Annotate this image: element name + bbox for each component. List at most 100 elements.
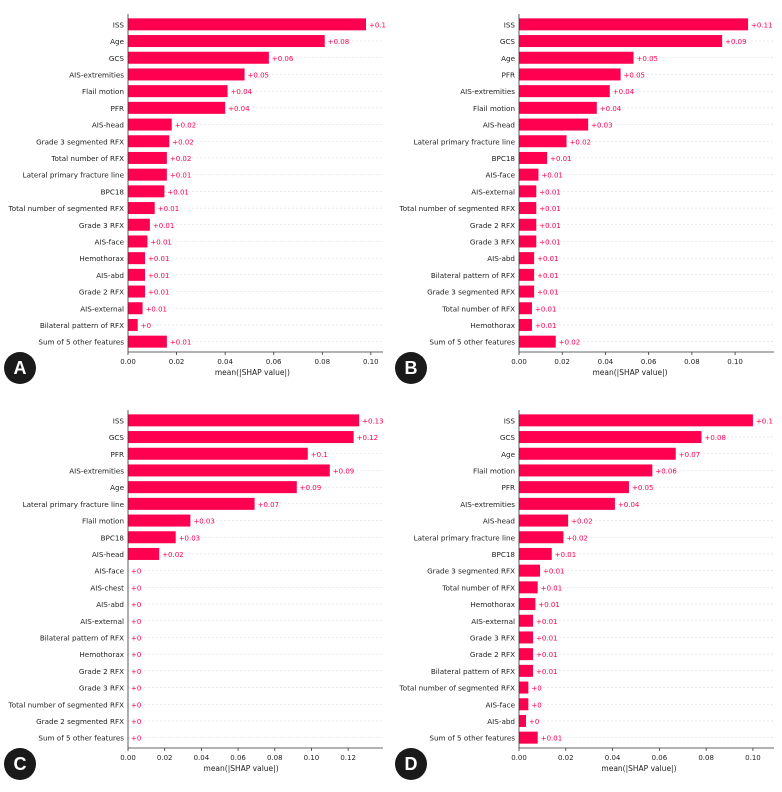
bar-d-5 xyxy=(519,497,615,510)
value-label-b-0: +0.11 xyxy=(751,21,772,29)
category-label-d-8: BPC18 xyxy=(492,550,516,559)
value-label-c-3: +0.09 xyxy=(333,467,354,475)
panel-d: ISS +0.1 GCS +0.08 Age +0.07 Flail motion +0.06… xyxy=(391,396,782,792)
bar-a-7 xyxy=(128,135,170,148)
category-label-c-11: AIS-abd xyxy=(96,600,124,609)
bar-b-18 xyxy=(519,318,532,331)
value-label-d-14: +0.01 xyxy=(536,651,557,659)
bar-b-8 xyxy=(519,151,548,164)
bar-a-16 xyxy=(128,285,145,298)
category-label-c-16: Grade 3 RFX xyxy=(79,684,124,693)
value-label-a-11: +0.01 xyxy=(158,205,179,213)
category-label-c-14: Hemothorax xyxy=(79,650,124,659)
category-label-a-7: Grade 3 segmented RFX xyxy=(36,137,124,146)
bar-b-14 xyxy=(519,252,535,265)
x-tick-label-b-1: 0.02 xyxy=(554,358,570,366)
value-label-b-2: +0.05 xyxy=(637,55,658,63)
value-label-d-5: +0.04 xyxy=(618,501,640,509)
x-tick-label-a-3: 0.06 xyxy=(266,358,282,366)
category-label-d-11: Hemothorax xyxy=(470,600,515,609)
value-label-c-15: +0 xyxy=(131,668,141,676)
bar-c-2 xyxy=(128,447,308,460)
value-label-a-10: +0.01 xyxy=(167,188,188,196)
bar-a-13 xyxy=(128,235,148,248)
category-label-a-1: Age xyxy=(110,37,124,46)
category-label-c-8: AIS-head xyxy=(92,550,124,559)
value-label-d-11: +0.01 xyxy=(538,601,559,609)
bar-a-2 xyxy=(128,51,269,64)
value-label-d-0: +0.1 xyxy=(756,417,773,425)
x-tick-label-d-2: 0.04 xyxy=(605,754,621,762)
value-label-c-14: +0 xyxy=(131,651,141,659)
category-label-c-6: Flail motion xyxy=(82,517,124,526)
bar-d-7 xyxy=(519,531,564,544)
bar-b-13 xyxy=(519,235,537,248)
category-label-b-10: AIS-external xyxy=(471,187,515,196)
category-label-c-9: AIS-face xyxy=(94,567,124,576)
category-label-c-13: Bilateral pattern of RFX xyxy=(40,633,124,642)
value-label-a-7: +0.02 xyxy=(172,138,193,146)
bar-a-0 xyxy=(128,18,366,31)
value-label-a-8: +0.02 xyxy=(170,155,191,163)
category-label-d-14: Grade 2 RFX xyxy=(470,650,515,659)
x-tick-label-c-0: 0.00 xyxy=(120,754,136,762)
bar-d-18 xyxy=(519,714,527,727)
bar-b-1 xyxy=(519,35,723,48)
value-label-a-2: +0.06 xyxy=(272,55,294,63)
value-label-d-19: +0.01 xyxy=(541,735,562,743)
category-label-b-8: BPC18 xyxy=(492,154,516,163)
category-label-a-17: AIS-external xyxy=(80,304,124,313)
value-label-b-19: +0.02 xyxy=(559,339,580,347)
value-label-b-14: +0.01 xyxy=(537,255,558,263)
category-label-d-0: ISS xyxy=(504,416,516,425)
chart-svg-d: ISS +0.1 GCS +0.08 Age +0.07 Flail motion +0.06… xyxy=(399,410,774,773)
bar-a-14 xyxy=(128,252,145,265)
bar-a-9 xyxy=(128,168,167,181)
bar-b-0 xyxy=(519,18,749,31)
bar-d-2 xyxy=(519,447,676,460)
value-label-a-12: +0.01 xyxy=(153,222,174,230)
value-label-c-11: +0 xyxy=(131,601,141,609)
bar-a-18 xyxy=(128,318,138,331)
panel-label-d: D xyxy=(395,748,427,780)
bar-d-1 xyxy=(519,431,702,444)
value-label-c-18: +0 xyxy=(131,718,141,726)
value-label-b-4: +0.04 xyxy=(613,88,635,96)
x-axis-label-b: mean(|SHAP value|) xyxy=(592,368,667,377)
bar-a-8 xyxy=(128,151,167,164)
value-label-c-6: +0.03 xyxy=(193,518,214,526)
category-label-a-14: Hemothorax xyxy=(79,254,124,263)
x-tick-label-b-2: 0.04 xyxy=(598,358,614,366)
bar-a-10 xyxy=(128,185,165,198)
x-tick-label-d-5: 0.10 xyxy=(745,754,761,762)
bar-b-15 xyxy=(519,268,535,281)
value-label-a-0: +0.1 xyxy=(369,21,386,29)
category-label-b-9: AIS-face xyxy=(485,171,515,180)
value-label-d-12: +0.01 xyxy=(536,618,557,626)
category-label-b-16: Grade 3 segmented RFX xyxy=(427,288,515,297)
value-label-b-11: +0.01 xyxy=(539,205,560,213)
value-label-d-6: +0.02 xyxy=(571,518,592,526)
value-label-c-2: +0.1 xyxy=(311,451,328,459)
value-label-d-10: +0.01 xyxy=(541,584,562,592)
category-label-a-3: AIS-extremities xyxy=(69,70,124,79)
value-label-d-9: +0.01 xyxy=(543,568,564,576)
x-tick-label-b-3: 0.06 xyxy=(641,358,657,366)
x-tick-label-a-0: 0.00 xyxy=(120,358,136,366)
bar-d-16 xyxy=(519,681,529,694)
bar-c-5 xyxy=(128,497,255,510)
panel-a: ISS +0.1 Age +0.08 GCS +0.06 AIS-extremities +0… xyxy=(0,0,391,396)
bar-d-12 xyxy=(519,614,534,627)
x-tick-label-b-4: 0.08 xyxy=(684,358,700,366)
category-label-b-12: Grade 2 RFX xyxy=(470,221,515,230)
bar-c-6 xyxy=(128,514,191,527)
category-label-c-15: Grade 2 RFX xyxy=(79,667,124,676)
x-tick-label-c-4: 0.08 xyxy=(267,754,283,762)
category-label-a-10: BPC18 xyxy=(101,187,125,196)
bar-b-9 xyxy=(519,168,539,181)
category-label-a-15: AIS-abd xyxy=(96,271,124,280)
bar-d-6 xyxy=(519,514,569,527)
category-label-c-12: AIS-external xyxy=(80,617,124,626)
value-label-a-3: +0.05 xyxy=(248,71,269,79)
value-label-b-15: +0.01 xyxy=(537,272,558,280)
